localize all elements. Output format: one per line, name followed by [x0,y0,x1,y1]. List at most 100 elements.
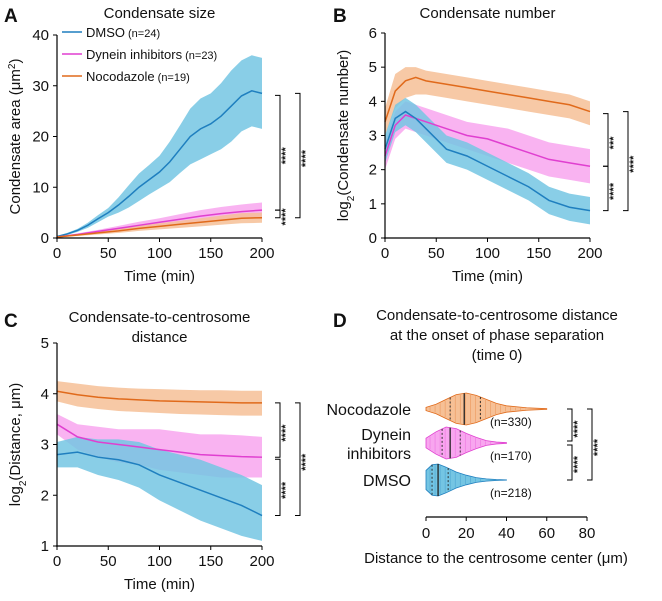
x-axis-label: Time (min) [124,576,195,593]
y-tick-label: 3 [41,437,49,454]
x-tick-label: 0 [381,245,389,262]
chart-title: Condensate-to-centrosome distance [376,307,618,324]
y-tick-label: 0 [369,230,377,247]
error-band-dynein [57,414,262,478]
significance-bracket [295,92,301,219]
y-tick-label: 20 [32,129,49,146]
significance-label: *** [608,136,620,150]
x-tick-label: 150 [198,553,223,570]
x-tick-label: 40 [498,525,515,542]
error-band-dynein [385,101,590,184]
y-tick-label: 6 [369,25,377,42]
y-tick-label: 1 [41,538,49,555]
series-line-noco [56,390,262,404]
x-tick-label: 50 [428,245,445,262]
series-line-noco [384,76,591,123]
x-tick-label: 0 [53,553,61,570]
chart-title-line2: distance [132,329,188,346]
significance-bracket [567,408,573,442]
y-tick-label: 5 [41,335,49,352]
y-tick-label: 4 [369,93,377,110]
group-n-noco: (n=330) [490,415,532,429]
x-tick-label: 50 [100,553,117,570]
group-label-dynein: Dynein [361,427,411,444]
y-tick-label: 3 [369,128,377,145]
series-line-dynein [384,114,591,167]
y-tick-label: 30 [32,78,49,95]
y-tick-label: 10 [32,179,49,196]
y-axis-label: log2(Condensate number) [335,50,357,222]
significance-label: **** [608,182,620,200]
x-tick-label: 50 [100,245,117,262]
violin-dmso [425,463,507,497]
error-band-dmso [57,436,262,541]
y-axis-label: log2(Distance, μm) [7,383,29,506]
y-tick-label: 5 [369,59,377,76]
x-tick-label: 100 [475,245,500,262]
x-tick-label: 20 [458,525,475,542]
panel-d: D Condensate-to-centrosome distance at the… [327,307,628,567]
significance-label: **** [280,208,292,226]
panel-letter: D [333,311,347,332]
chart-title-line3: (time 0) [472,347,523,364]
significance-bracket [623,111,629,212]
x-tick-label: 150 [526,245,551,262]
group-label-noco: Nocodazole [327,402,412,419]
significance-label: **** [572,420,584,438]
y-tick-label: 40 [32,27,49,44]
significance-bracket [603,113,609,167]
series-line-dmso [384,110,591,212]
x-axis-label: Time (min) [452,268,523,285]
x-tick-label: 200 [249,245,274,262]
y-tick-label: 2 [369,162,377,179]
error-band-noco [57,381,262,416]
significance-label: **** [592,438,604,456]
significance-label: **** [280,481,292,499]
series-line-dynein [56,209,263,238]
significance-bracket [275,402,281,458]
significance-bracket [275,94,281,211]
group-n-dmso: (n=218) [490,486,532,500]
y-axis-label: Condensate area (μm2) [7,59,25,215]
y-tick-label: 0 [41,230,49,247]
panel-letter: B [333,6,347,27]
panel-letter: C [4,311,18,332]
significance-label: **** [572,455,584,473]
significance-label: **** [280,424,292,442]
x-tick-label: 150 [198,245,223,262]
significance-bracket [275,458,281,517]
x-tick-label: 60 [538,525,555,542]
violin-noco [425,392,548,426]
violin-dynein [425,426,507,460]
panel-b: B Condensate number 0 50 100 150 200 0 1 2 3 4 5 6 Tim… [333,5,640,285]
y-tick-label: 1 [369,196,377,213]
panel-a: A Condensate size 0 50 100 150 200 0 10 20 30 40 Tim… [4,5,312,285]
significance-label: **** [280,146,292,164]
group-label-dmso: DMSO [363,473,411,490]
panel-c: C Condensate-to-centrosome distance 0 50 100 1… [4,309,312,593]
error-band-dmso [57,55,262,237]
chart-title-line2: at the onset of phase separation [390,327,604,344]
x-tick-label: 100 [147,245,172,262]
series-line-noco [56,216,263,238]
significance-label: **** [300,453,312,471]
chart-title: Condensate size [104,5,216,22]
significance-label: **** [628,155,640,173]
legend-label-dmso: DMSO (n=24) [86,25,160,40]
y-tick-label: 4 [41,386,49,403]
significance-bracket [587,408,593,481]
group-n-dynein: (n=170) [490,449,532,463]
error-band-dynein [57,202,262,238]
legend-label-dynein: Dynein inhibitors (n=23) [86,47,217,62]
x-axis-label: Distance to the centrosome center (μm) [364,550,628,567]
panel-letter: A [4,6,18,27]
x-axis-label: Time (min) [124,268,195,285]
x-tick-label: 200 [249,553,274,570]
x-tick-label: 80 [579,525,596,542]
series-line-dynein [56,423,263,458]
group-label-dynein: inhibitors [347,446,411,463]
x-tick-label: 0 [422,525,430,542]
legend-label-noco: Nocodazole (n=19) [86,69,190,84]
significance-bracket [567,444,573,481]
